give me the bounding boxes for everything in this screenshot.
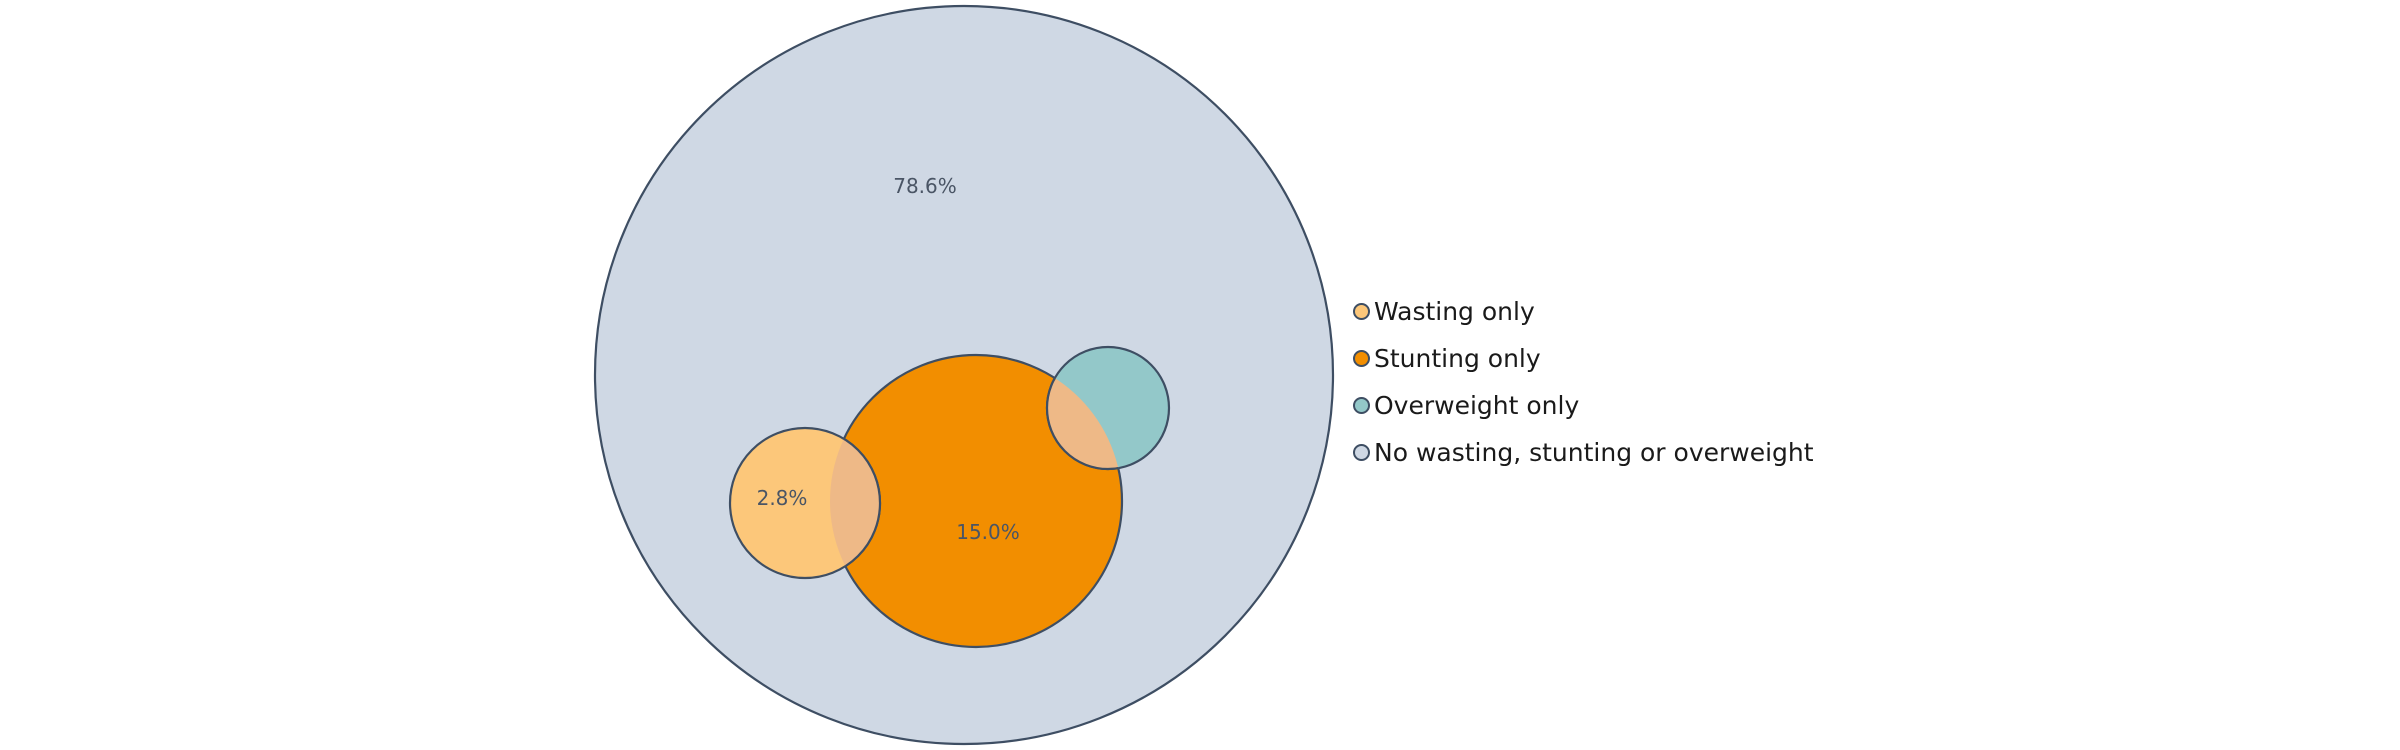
legend-item-overweight: Overweight only	[1353, 382, 1814, 429]
label-stunting-pct: 15.0%	[956, 520, 1020, 544]
legend-item-none: No wasting, stunting or overweight	[1353, 429, 1814, 476]
label-no-wasting-pct: 78.6%	[893, 174, 957, 198]
legend-swatch-none	[1353, 444, 1370, 461]
legend-label-stunting: Stunting only	[1374, 344, 1541, 373]
legend: Wasting only Stunting only Overweight on…	[1353, 288, 1814, 476]
overlap-wasting-stunting	[830, 426, 882, 580]
legend-item-wasting: Wasting only	[1353, 288, 1814, 335]
label-wasting-pct: 2.8%	[757, 486, 808, 510]
legend-swatch-wasting	[1353, 303, 1370, 320]
legend-label-overweight: Overweight only	[1374, 391, 1580, 420]
legend-swatch-overweight	[1353, 397, 1370, 414]
legend-label-none: No wasting, stunting or overweight	[1374, 438, 1814, 467]
legend-item-stunting: Stunting only	[1353, 335, 1814, 382]
legend-swatch-stunting	[1353, 350, 1370, 367]
legend-label-wasting: Wasting only	[1374, 297, 1535, 326]
